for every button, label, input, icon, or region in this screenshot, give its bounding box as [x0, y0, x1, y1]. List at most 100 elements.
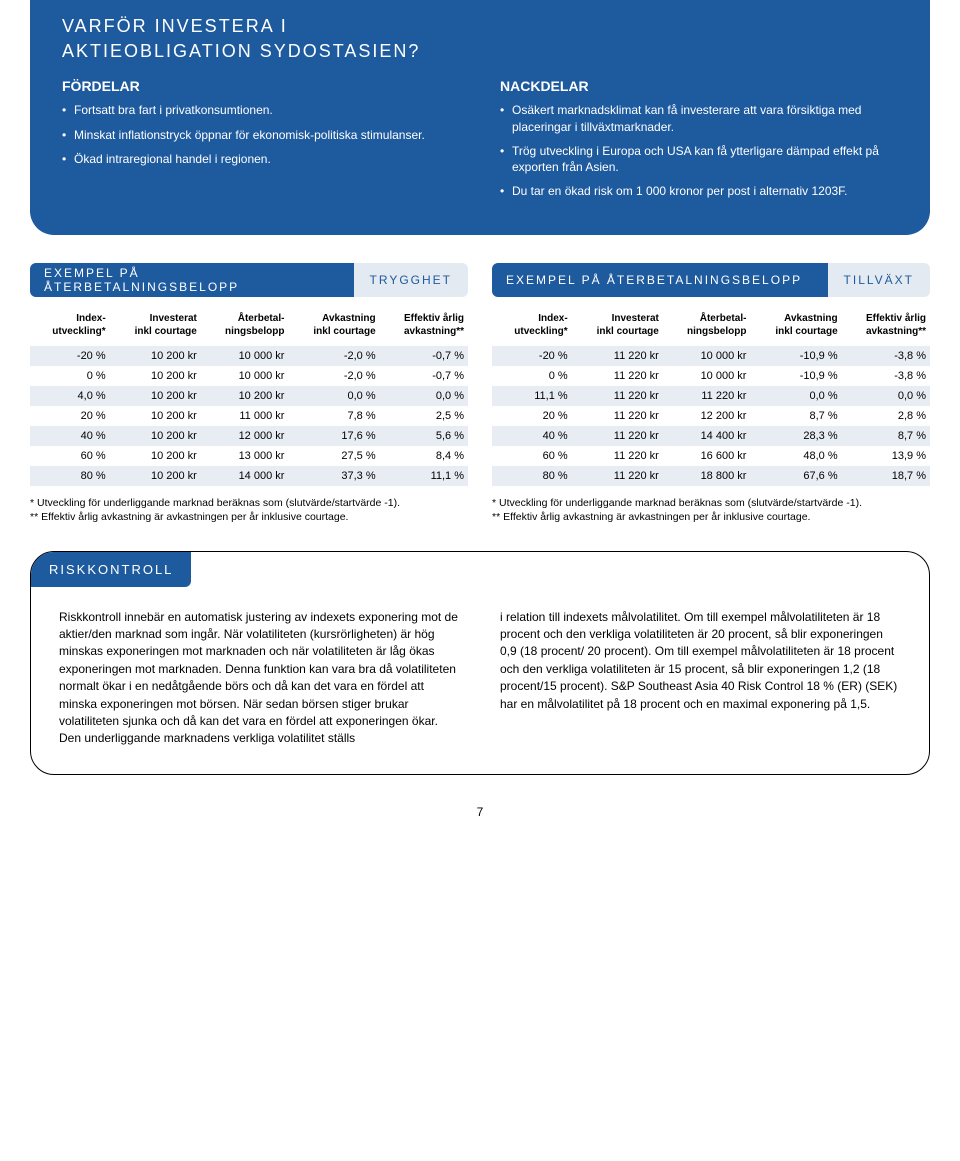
nackdelar-item: Trög utveckling i Europa och USA kan få … — [500, 143, 898, 175]
example-header-title: EXEMPEL PÅ ÅTERBETALNINGSBELOPP — [30, 263, 354, 297]
table-cell: 28,3 % — [750, 426, 841, 446]
table-cell: 11 220 kr — [572, 406, 663, 426]
footnotes-tillvaxt: * Utveckling för underliggande marknad b… — [492, 496, 930, 524]
example-trygghet: EXEMPEL PÅ ÅTERBETALNINGSBELOPP TRYGGHET… — [30, 263, 468, 524]
table-cell: -3,8 % — [842, 366, 930, 386]
hero-panel: VARFÖR INVESTERA I AKTIEOBLIGATION SYDOS… — [30, 0, 930, 235]
table-cell: 0 % — [30, 366, 110, 386]
table-row: 60 %10 200 kr13 000 kr27,5 %8,4 % — [30, 446, 468, 466]
table-cell: 0,0 % — [750, 386, 841, 406]
table-cell: 20 % — [492, 406, 572, 426]
hero-title-line1: VARFÖR INVESTERA I — [62, 16, 288, 36]
table-cell: 80 % — [30, 466, 110, 486]
table-row: 20 %10 200 kr11 000 kr7,8 %2,5 % — [30, 406, 468, 426]
table-cell: 48,0 % — [750, 446, 841, 466]
table-row: 60 %11 220 kr16 600 kr48,0 %13,9 % — [492, 446, 930, 466]
table-cell: 0,0 % — [288, 386, 379, 406]
nackdelar-heading: NACKDELAR — [500, 78, 898, 94]
table-cell: -20 % — [492, 346, 572, 366]
table-cell: 40 % — [492, 426, 572, 446]
table-cell: 18,7 % — [842, 466, 930, 486]
risk-col-1: Riskkontroll innebär en automatisk juste… — [59, 609, 460, 748]
table-cell: 11 220 kr — [572, 446, 663, 466]
table-cell: -10,9 % — [750, 366, 841, 386]
table-row: -20 %10 200 kr10 000 kr-2,0 %-0,7 % — [30, 346, 468, 366]
table-row: -20 %11 220 kr10 000 kr-10,9 %-3,8 % — [492, 346, 930, 366]
table-cell: 13 000 kr — [201, 446, 289, 466]
table-cell: 10 200 kr — [110, 406, 201, 426]
table-cell: -3,8 % — [842, 346, 930, 366]
example-header-title: EXEMPEL PÅ ÅTERBETALNINGSBELOPP — [492, 263, 828, 297]
table-cell: 8,7 % — [842, 426, 930, 446]
example-header-tag-tillvaxt: TILLVÄXT — [828, 263, 930, 297]
table-cell: 2,5 % — [380, 406, 468, 426]
table-header-row: Index-utveckling* Investeratinkl courtag… — [492, 307, 930, 346]
fordelar-item: Fortsatt bra fart i privatkonsumtionen. — [62, 102, 460, 118]
table-tillvaxt: Index-utveckling* Investeratinkl courtag… — [492, 307, 930, 486]
nackdelar-column: NACKDELAR Osäkert marknadsklimat kan få … — [500, 78, 898, 207]
table-cell: 10 200 kr — [110, 426, 201, 446]
example-trygghet-header: EXEMPEL PÅ ÅTERBETALNINGSBELOPP TRYGGHET — [30, 263, 468, 297]
table-cell: 10 200 kr — [110, 366, 201, 386]
table-cell: 5,6 % — [380, 426, 468, 446]
nackdelar-list: Osäkert marknadsklimat kan få investerar… — [500, 102, 898, 199]
table-cell: 10 200 kr — [110, 386, 201, 406]
table-row: 40 %10 200 kr12 000 kr17,6 %5,6 % — [30, 426, 468, 446]
risk-col-2: i relation till indexets målvolatilitet.… — [500, 609, 901, 748]
table-cell: 11 220 kr — [572, 426, 663, 446]
table-cell: 10 200 kr — [110, 466, 201, 486]
table-cell: 10 000 kr — [201, 346, 289, 366]
table-cell: 2,8 % — [842, 406, 930, 426]
footnote-2: ** Effektiv årlig avkastning är avkastni… — [492, 510, 930, 524]
table-header-row: Index-utveckling* Investeratinkl courtag… — [30, 307, 468, 346]
table-row: 0 %11 220 kr10 000 kr-10,9 %-3,8 % — [492, 366, 930, 386]
table-cell: 11 220 kr — [572, 346, 663, 366]
table-cell: 10 000 kr — [201, 366, 289, 386]
table-cell: -2,0 % — [288, 366, 379, 386]
table-cell: 8,7 % — [750, 406, 841, 426]
table-cell: 0,0 % — [380, 386, 468, 406]
example-tillvaxt: EXEMPEL PÅ ÅTERBETALNINGSBELOPP TILLVÄXT… — [492, 263, 930, 524]
table-cell: 60 % — [492, 446, 572, 466]
table-cell: 10 000 kr — [663, 346, 751, 366]
table-cell: 37,3 % — [288, 466, 379, 486]
table-cell: 14 400 kr — [663, 426, 751, 446]
table-trygghet: Index-utveckling* Investeratinkl courtag… — [30, 307, 468, 486]
table-row: 80 %11 220 kr18 800 kr67,6 %18,7 % — [492, 466, 930, 486]
nackdelar-item: Du tar en ökad risk om 1 000 kronor per … — [500, 183, 898, 199]
example-header-tag-trygghet: TRYGGHET — [354, 263, 468, 297]
footnote-2: ** Effektiv årlig avkastning är avkastni… — [30, 510, 468, 524]
table-cell: 0 % — [492, 366, 572, 386]
table-cell: -10,9 % — [750, 346, 841, 366]
fordelar-column: FÖRDELAR Fortsatt bra fart i privatkonsu… — [62, 78, 460, 207]
table-cell: 10 000 kr — [663, 366, 751, 386]
table-cell: 10 200 kr — [110, 346, 201, 366]
table-cell: -2,0 % — [288, 346, 379, 366]
table-cell: 11,1 % — [380, 466, 468, 486]
table-row: 40 %11 220 kr14 400 kr28,3 %8,7 % — [492, 426, 930, 446]
table-cell: 11 220 kr — [663, 386, 751, 406]
table-cell: 10 200 kr — [110, 446, 201, 466]
table-cell: 40 % — [30, 426, 110, 446]
table-cell: 12 000 kr — [201, 426, 289, 446]
table-cell: 27,5 % — [288, 446, 379, 466]
table-cell: 11 000 kr — [201, 406, 289, 426]
footnotes-trygghet: * Utveckling för underliggande marknad b… — [30, 496, 468, 524]
table-cell: 11 220 kr — [572, 466, 663, 486]
fordelar-item: Minskat inflationstryck öppnar för ekono… — [62, 127, 460, 143]
table-cell: 11 220 kr — [572, 366, 663, 386]
table-cell: 0,0 % — [842, 386, 930, 406]
risk-panel: RISKKONTROLL Riskkontroll innebär en aut… — [30, 551, 930, 775]
fordelar-item: Ökad intraregional handel i regionen. — [62, 151, 460, 167]
table-cell: 8,4 % — [380, 446, 468, 466]
table-row: 20 %11 220 kr12 200 kr8,7 %2,8 % — [492, 406, 930, 426]
table-cell: 67,6 % — [750, 466, 841, 486]
footnote-1: * Utveckling för underliggande marknad b… — [492, 496, 930, 510]
table-row: 4,0 %10 200 kr10 200 kr0,0 %0,0 % — [30, 386, 468, 406]
table-cell: 12 200 kr — [663, 406, 751, 426]
hero-title: VARFÖR INVESTERA I AKTIEOBLIGATION SYDOS… — [62, 14, 898, 64]
table-cell: 4,0 % — [30, 386, 110, 406]
table-cell: 13,9 % — [842, 446, 930, 466]
table-cell: -20 % — [30, 346, 110, 366]
table-cell: 11 220 kr — [572, 386, 663, 406]
